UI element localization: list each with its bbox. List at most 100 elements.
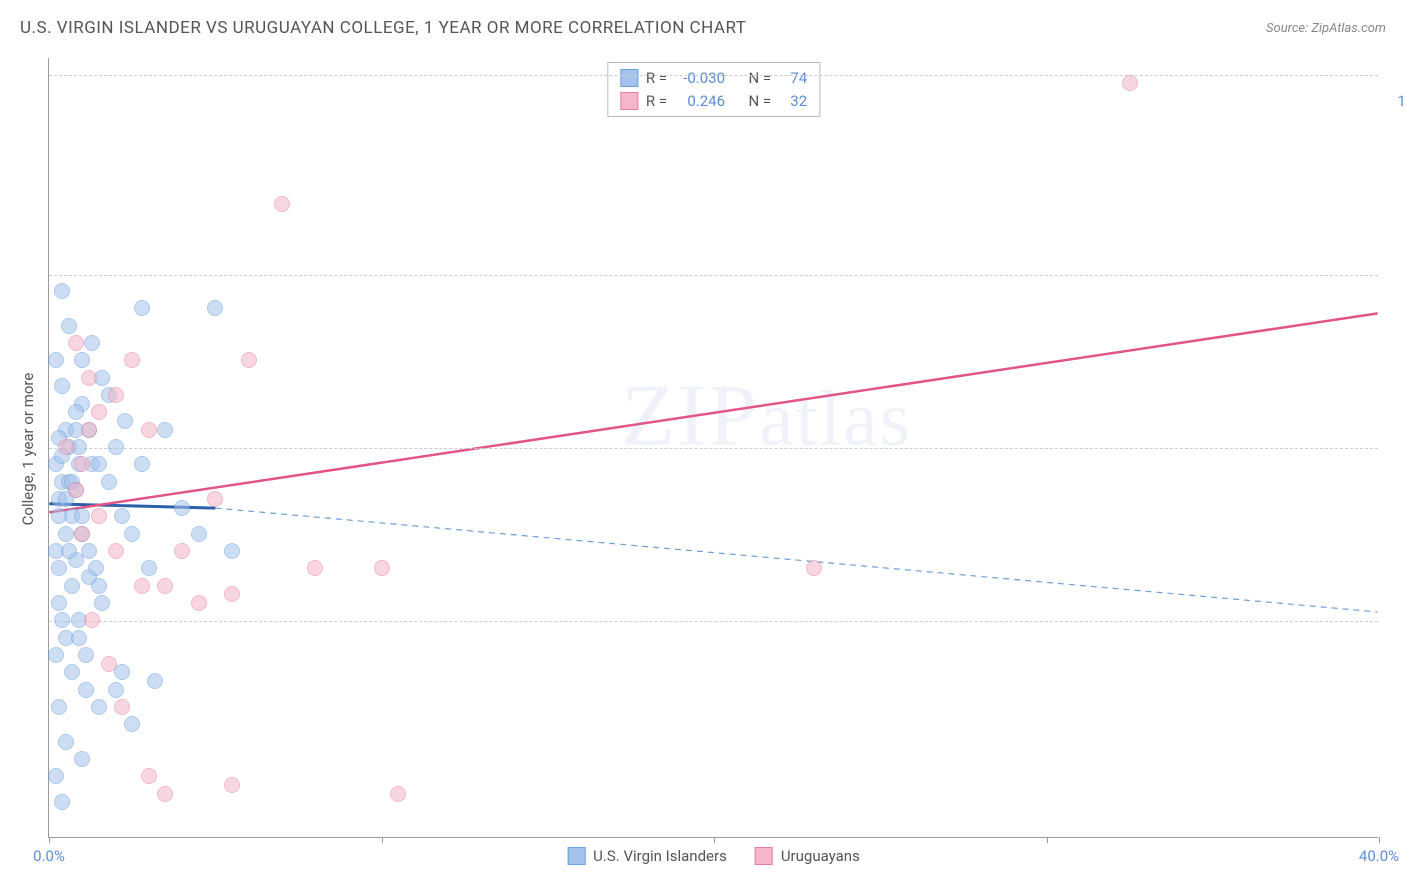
data-point bbox=[91, 508, 107, 524]
data-point bbox=[91, 404, 107, 420]
data-point bbox=[68, 482, 84, 498]
n-label: N = bbox=[749, 90, 772, 113]
data-point bbox=[51, 595, 67, 611]
data-point bbox=[108, 543, 124, 559]
data-point bbox=[74, 352, 90, 368]
data-point bbox=[74, 751, 90, 767]
data-point bbox=[51, 508, 67, 524]
data-point bbox=[54, 283, 70, 299]
data-point bbox=[108, 682, 124, 698]
data-point bbox=[48, 768, 64, 784]
data-point bbox=[134, 456, 150, 472]
data-point bbox=[147, 673, 163, 689]
data-point bbox=[81, 543, 97, 559]
data-point bbox=[68, 404, 84, 420]
gridline bbox=[49, 448, 1378, 449]
data-point bbox=[74, 456, 90, 472]
data-point bbox=[84, 612, 100, 628]
data-point bbox=[58, 439, 74, 455]
data-point bbox=[91, 699, 107, 715]
x-tick-label: 40.0% bbox=[1359, 847, 1399, 865]
data-point bbox=[81, 422, 97, 438]
correlation-legend: R = -0.030 N = 74 R = 0.246 N = 32 bbox=[607, 62, 820, 117]
data-point bbox=[58, 526, 74, 542]
data-point bbox=[207, 300, 223, 316]
r-label: R = bbox=[646, 90, 667, 113]
data-point bbox=[51, 699, 67, 715]
data-point bbox=[224, 543, 240, 559]
data-point bbox=[241, 352, 257, 368]
data-point bbox=[124, 352, 140, 368]
data-point bbox=[157, 578, 173, 594]
r-value: 0.246 bbox=[675, 90, 725, 113]
legend-item: Uruguayans bbox=[755, 847, 860, 865]
data-point bbox=[61, 543, 77, 559]
legend-stat-row: R = -0.030 N = 74 bbox=[620, 67, 807, 90]
data-point bbox=[806, 560, 822, 576]
data-point bbox=[191, 595, 207, 611]
legend-swatch bbox=[620, 69, 638, 87]
trend-line-dashed bbox=[215, 508, 1377, 612]
data-point bbox=[141, 768, 157, 784]
chart-source: Source: ZipAtlas.com bbox=[1266, 21, 1386, 36]
data-point bbox=[101, 474, 117, 490]
watermark: ZIPatlas bbox=[621, 366, 912, 467]
data-point bbox=[94, 595, 110, 611]
data-point bbox=[54, 794, 70, 810]
gridline bbox=[49, 75, 1378, 76]
data-point bbox=[91, 578, 107, 594]
x-tick bbox=[714, 837, 715, 843]
data-point bbox=[54, 378, 70, 394]
data-point bbox=[117, 413, 133, 429]
legend-label: Uruguayans bbox=[781, 847, 860, 865]
trend-line-solid bbox=[49, 504, 215, 508]
chart-header: U.S. VIRGIN ISLANDER VS URUGUAYAN COLLEG… bbox=[0, 0, 1406, 48]
r-label: R = bbox=[646, 67, 667, 90]
x-tick bbox=[49, 837, 50, 843]
data-point bbox=[157, 422, 173, 438]
data-point bbox=[1122, 75, 1138, 91]
trend-line-solid bbox=[49, 313, 1377, 512]
data-point bbox=[124, 716, 140, 732]
gridline bbox=[49, 275, 1378, 276]
data-point bbox=[81, 370, 97, 386]
n-value: 74 bbox=[779, 67, 807, 90]
n-value: 32 bbox=[779, 90, 807, 113]
data-point bbox=[157, 786, 173, 802]
x-tick bbox=[1379, 837, 1380, 843]
data-point bbox=[71, 630, 87, 646]
chart-title: U.S. VIRGIN ISLANDER VS URUGUAYAN COLLEG… bbox=[20, 18, 746, 38]
data-point bbox=[134, 578, 150, 594]
data-point bbox=[101, 656, 117, 672]
data-point bbox=[68, 335, 84, 351]
legend-stat-row: R = 0.246 N = 32 bbox=[620, 90, 807, 113]
data-point bbox=[88, 560, 104, 576]
legend-swatch bbox=[620, 92, 638, 110]
data-point bbox=[84, 335, 100, 351]
x-tick bbox=[382, 837, 383, 843]
series-legend: U.S. Virgin Islanders Uruguayans bbox=[567, 847, 860, 865]
x-tick bbox=[1047, 837, 1048, 843]
data-point bbox=[207, 491, 223, 507]
data-point bbox=[224, 777, 240, 793]
data-point bbox=[58, 734, 74, 750]
data-point bbox=[51, 560, 67, 576]
data-point bbox=[91, 456, 107, 472]
data-point bbox=[114, 699, 130, 715]
data-point bbox=[274, 196, 290, 212]
data-point bbox=[108, 387, 124, 403]
data-point bbox=[48, 647, 64, 663]
gridline bbox=[49, 621, 1378, 622]
legend-label: U.S. Virgin Islanders bbox=[593, 847, 727, 865]
data-point bbox=[74, 508, 90, 524]
n-label: N = bbox=[749, 67, 772, 90]
r-value: -0.030 bbox=[675, 67, 725, 90]
data-point bbox=[174, 543, 190, 559]
data-point bbox=[114, 508, 130, 524]
data-point bbox=[54, 612, 70, 628]
data-point bbox=[374, 560, 390, 576]
data-point bbox=[124, 526, 140, 542]
data-point bbox=[390, 786, 406, 802]
legend-item: U.S. Virgin Islanders bbox=[567, 847, 727, 865]
legend-swatch bbox=[755, 847, 773, 865]
